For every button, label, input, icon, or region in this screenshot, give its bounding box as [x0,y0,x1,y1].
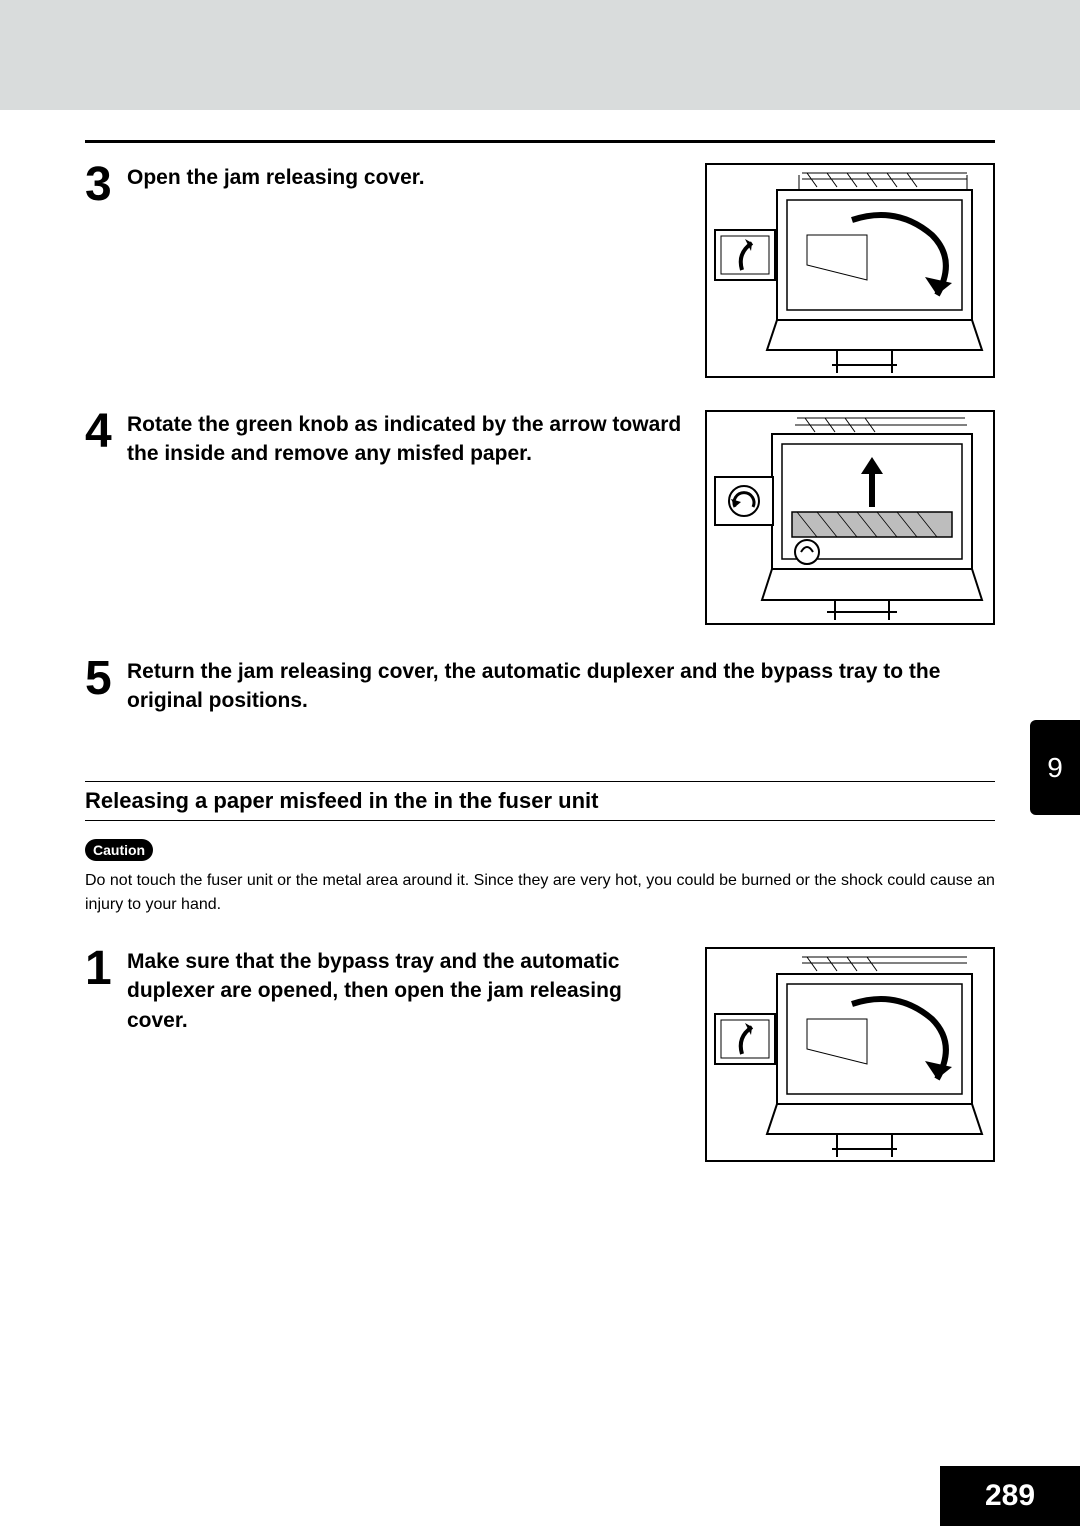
step-text: Open the jam releasing cover. [127,163,685,378]
step-item: 3 Open the jam releasing cover. [85,161,995,378]
step-number: 5 [85,655,127,703]
page-number: 289 [940,1466,1080,1526]
caution-badge: Caution [85,839,153,861]
section-heading: Releasing a paper misfeed in the in the … [85,782,995,820]
step-item: 4 Rotate the green knob as indicated by … [85,408,995,625]
step-number: 3 [85,161,127,209]
step-body: Make sure that the bypass tray and the a… [127,945,995,1162]
chapter-tab: 9 [1030,720,1080,815]
caution-text: Do not touch the fuser unit or the metal… [85,869,995,917]
top-rule [85,140,995,143]
step-text: Return the jam releasing cover, the auto… [127,657,995,716]
step-figure [705,947,995,1162]
step-item: 5 Return the jam releasing cover, the au… [85,655,995,716]
section-rule-bottom [85,820,995,821]
step-number: 1 [85,945,127,993]
step-figure [705,410,995,625]
header-band [0,0,1080,110]
step-number: 4 [85,408,127,456]
step-body: Open the jam releasing cover. [127,161,995,378]
step-text: Rotate the green knob as indicated by th… [127,410,685,625]
step-body: Rotate the green knob as indicated by th… [127,408,995,625]
step-text: Make sure that the bypass tray and the a… [127,947,685,1162]
step-item: 1 Make sure that the bypass tray and the… [85,945,995,1162]
page-content: 3 Open the jam releasing cover. [0,110,1080,1162]
step-body: Return the jam releasing cover, the auto… [127,655,995,716]
step-figure [705,163,995,378]
